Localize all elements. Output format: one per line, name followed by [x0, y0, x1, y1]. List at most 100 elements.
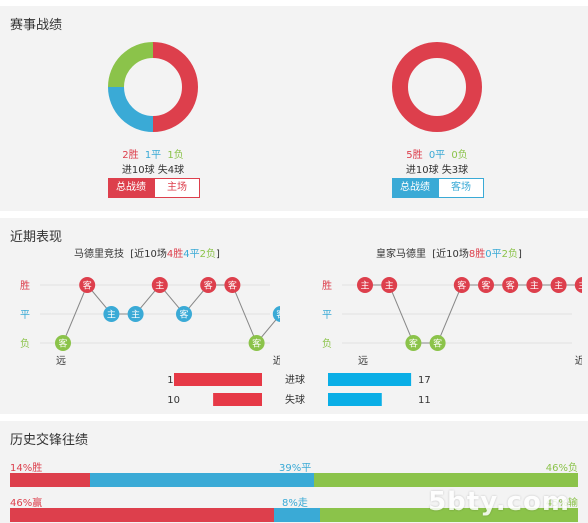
left-form-marker-venue: 主	[131, 309, 140, 321]
left-tab-total[interactable]: 总战绩	[108, 178, 154, 198]
left-form-match-marker: 客	[272, 306, 280, 322]
right-form-marker-venue: 客	[409, 338, 418, 350]
h2h-row1-win-segment	[10, 473, 91, 487]
right-form-match-marker: 主	[381, 277, 398, 293]
right-form-match-marker: 客	[502, 277, 519, 293]
left-header-draws: 4平	[183, 249, 200, 260]
right-donut-chart	[392, 42, 482, 132]
right-form-marker-venue: 客	[506, 280, 515, 292]
right-form-ylabel-win: 胜	[322, 280, 332, 292]
left-form-marker-venue: 客	[252, 338, 261, 350]
left-form-ylabel-win: 胜	[20, 280, 30, 292]
left-form-match-marker: 客	[176, 306, 192, 322]
watermark-logo: 5bty.com	[428, 487, 570, 517]
left-form-trend-line	[62, 284, 280, 344]
left-header-losses: 2负	[199, 249, 216, 260]
stat-label: 进球	[285, 373, 305, 386]
left-form-marker-dot	[55, 335, 71, 351]
recent-form-panel: 近期表现 马德里竞技 [近10场4胜4平2负] 皇家马德里 [近10场8胜0平2…	[0, 218, 588, 414]
right-tab-away[interactable]: 客场	[438, 178, 484, 198]
h2h-row1-win-label: 14%胜	[10, 463, 43, 474]
right-form-match-marker: 主	[550, 277, 567, 293]
left-donut-chart	[108, 42, 198, 132]
stat-left-bar	[174, 373, 262, 386]
right-tab-total[interactable]: 总战绩	[392, 178, 438, 198]
goals-comparison: 18 进球 17 10 失球 11	[167, 373, 431, 406]
left-tabbar: 总战绩 主场	[108, 178, 200, 198]
h2h-row1-draw-segment	[90, 473, 315, 487]
stat-left-value: 10	[167, 395, 180, 406]
right-form-marker-venue: 客	[457, 280, 466, 292]
left-form-match-marker: 主	[127, 306, 144, 322]
left-tab-home[interactable]: 主场	[154, 178, 200, 198]
left-form-marker-dot	[224, 277, 241, 293]
left-form-match-marker: 客	[248, 335, 265, 351]
right-draw-count: 0平	[428, 150, 446, 161]
left-donut-loss-slice	[108, 42, 154, 88]
left-form-marker-venue: 主	[155, 280, 164, 292]
stat-right-value: 11	[418, 395, 431, 406]
stat-left-bar	[213, 393, 262, 406]
right-form-marker-venue: 主	[385, 280, 394, 292]
right-header-losses: 2负	[501, 249, 518, 260]
h2h-row2-loss-label: 45%输	[545, 498, 578, 509]
stat-left-value: 18	[167, 375, 180, 386]
left-header-prefix: [近10场	[130, 249, 167, 260]
right-form-marker-venue: 客	[481, 280, 490, 292]
stat-right-bar	[328, 373, 412, 386]
right-form-chart: 胜平负主主客客客客客主主主远近	[322, 277, 582, 367]
left-form-marker-dot	[151, 277, 168, 293]
right-header-wins: 8胜	[468, 249, 486, 260]
head-to-head-panel: 历史交锋往绩 14%胜 39%平 46%负 46%赢 8%走 45%输 5bty…	[0, 421, 588, 523]
right-form-marker-venue: 客	[433, 338, 442, 350]
right-form-marker-dot	[574, 277, 582, 293]
left-form-marker-venue: 客	[228, 280, 237, 292]
left-win-count: 2胜	[122, 150, 139, 161]
left-form-match-marker: 客	[200, 277, 217, 293]
left-form-ylabel-loss: 负	[20, 337, 30, 350]
right-header-draws: 0平	[485, 249, 502, 260]
right-form-marker-venue: 主	[554, 280, 563, 292]
h2h-row2-loss-segment	[319, 508, 578, 522]
right-form-trend-line	[365, 284, 582, 344]
left-form-marker-dot	[176, 306, 192, 322]
right-form-match-marker: 主	[357, 277, 373, 293]
left-form-ylabel-draw: 平	[20, 310, 30, 321]
right-form-marker-dot	[381, 277, 398, 293]
left-form-marker-dot	[200, 277, 217, 293]
right-form-marker-venue: 主	[578, 280, 582, 292]
left-form-marker-dot	[272, 306, 280, 322]
left-goals-text: 进10球 失4球	[121, 165, 185, 176]
right-form-far-label: 远	[358, 355, 368, 367]
right-header-suffix: ]	[517, 249, 522, 260]
left-form-header: 马德里竞技 [近10场4胜4平2负]	[74, 245, 220, 260]
right-tabbar: 总战绩 客场	[392, 178, 484, 198]
right-form-marker-dot	[357, 277, 373, 293]
left-form-marker-venue: 客	[83, 280, 92, 292]
left-form-marker-venue: 客	[276, 309, 280, 321]
right-form-match-marker: 客	[478, 277, 494, 293]
right-form-near-label: 近	[575, 354, 582, 367]
stat-right-bar	[328, 393, 382, 406]
h2h-row2-push-label: 8%走	[282, 498, 308, 509]
h2h-row2-win-segment	[10, 508, 274, 522]
h2h-row2-push-segment	[273, 508, 320, 522]
left-form-marker-venue: 客	[58, 338, 67, 350]
right-form-match-marker: 客	[429, 335, 446, 351]
right-donut-win-slice	[392, 42, 482, 132]
left-draw-count: 1平	[144, 150, 162, 161]
left-form-marker-dot	[248, 335, 265, 351]
left-form-match-marker: 客	[79, 277, 96, 293]
right-form-match-marker: 客	[405, 335, 422, 351]
left-header-wins: 4胜	[166, 249, 184, 260]
left-form-match-marker: 主	[151, 277, 168, 293]
left-donut-win-slice	[152, 42, 198, 132]
left-header-suffix: ]	[215, 249, 220, 260]
left-form-marker-venue: 客	[204, 280, 213, 292]
head-to-head-title: 历史交锋往绩	[10, 433, 89, 448]
record-panel: 赛事战绩 2胜 1平 1负 进10球 失4球 总战绩 主场 5胜 0平 0负 进…	[0, 6, 588, 211]
left-record-summary: 2胜 1平 1负	[70, 146, 236, 161]
left-form-marker-dot	[127, 306, 144, 322]
left-form-marker-dot	[79, 277, 96, 293]
h2h-row1-loss-label: 46%负	[545, 463, 578, 474]
